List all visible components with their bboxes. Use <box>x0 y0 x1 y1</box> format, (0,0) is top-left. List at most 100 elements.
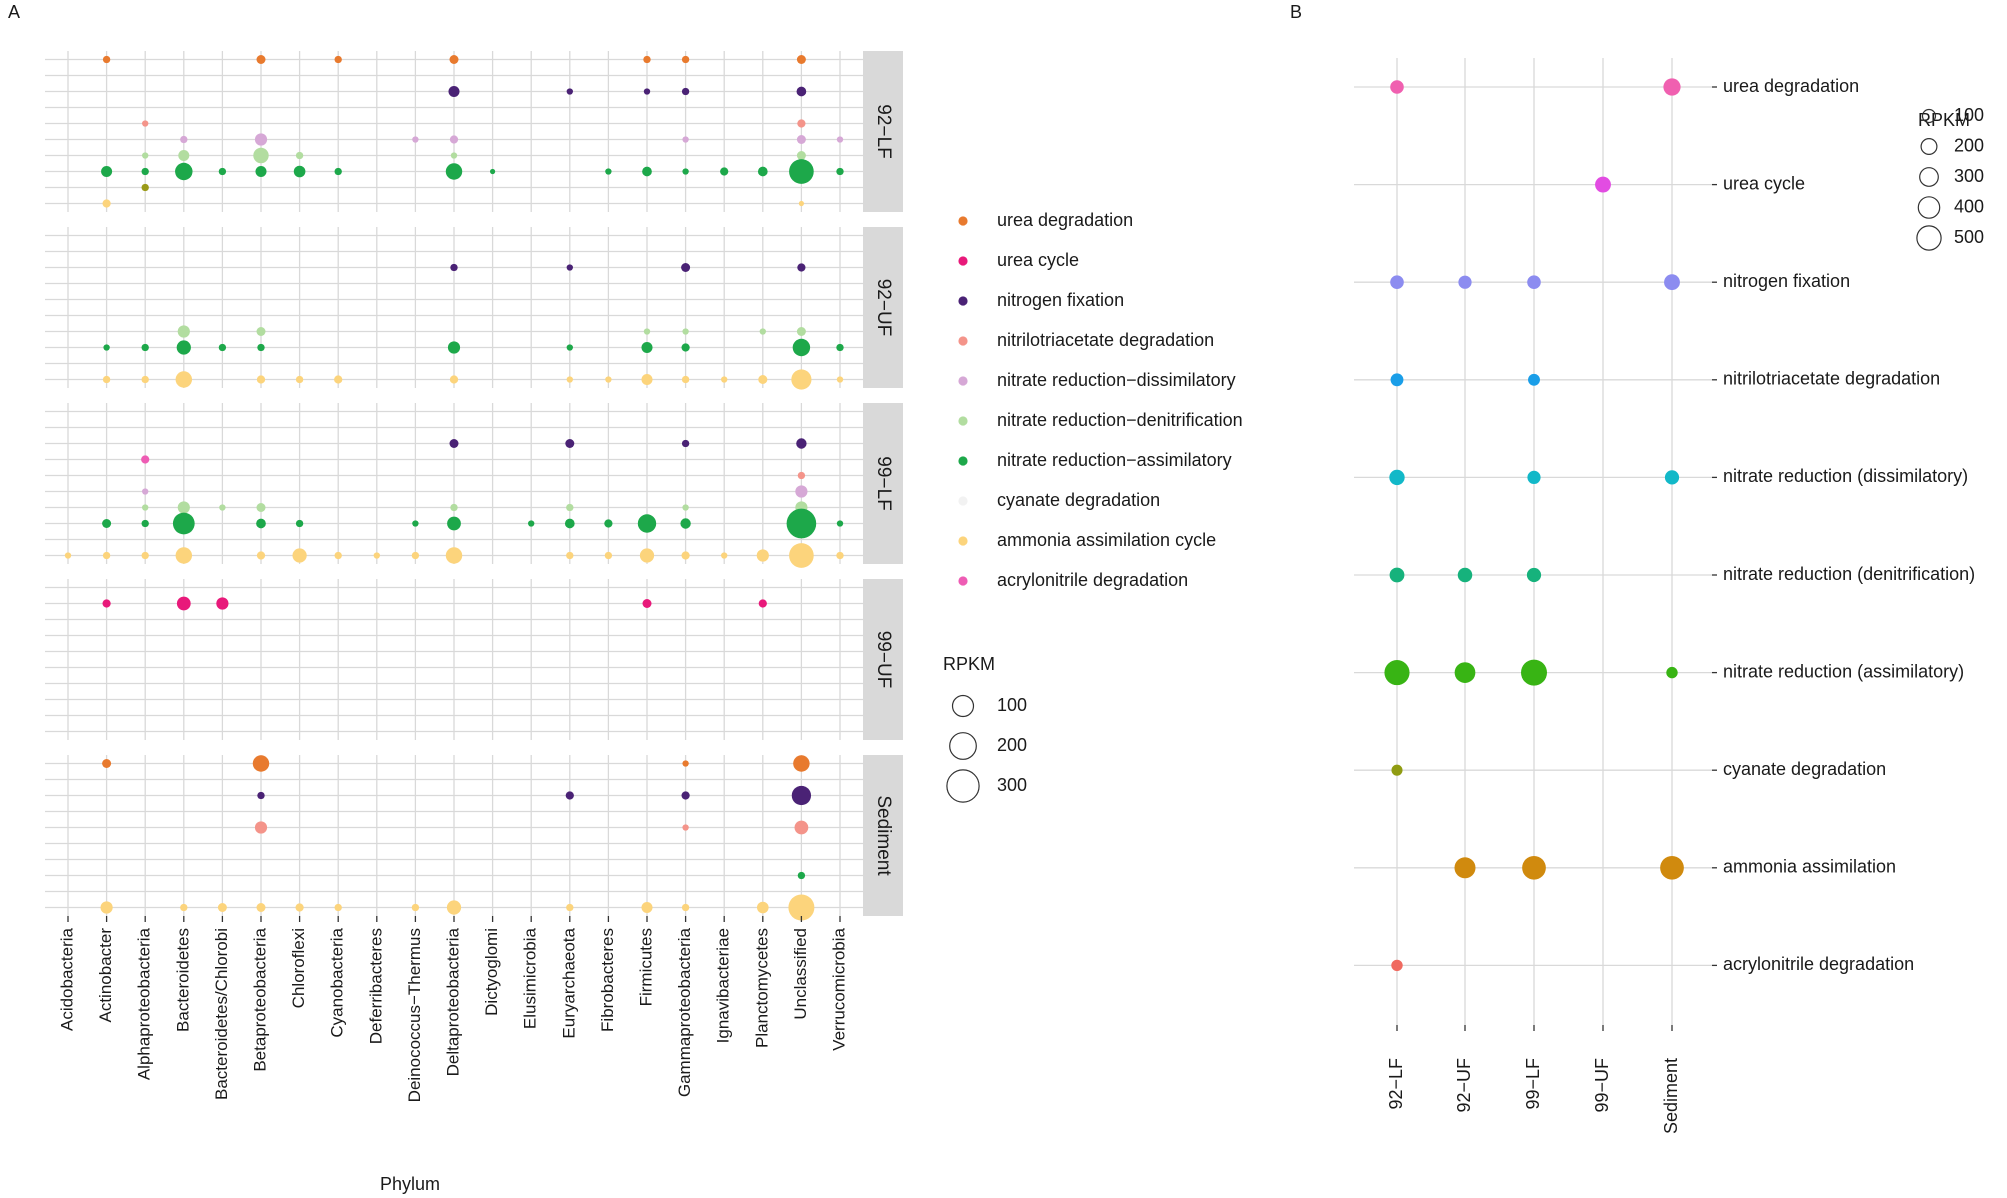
point-99-lf-alphaproteobacteria-ammonia-assimilation-cycle <box>141 551 149 560</box>
point-92-lf-alphaproteobacteria-nitrate-reduction-denitrification <box>142 152 149 159</box>
point-99-lf-nitrogen-fixation <box>1527 275 1541 289</box>
point-92-lf-alphaproteobacteria-nitrate-reduction-assimilatory <box>141 167 149 176</box>
point-92-lf-firmicutes-nitrate-reduction-assimilatory <box>642 166 652 177</box>
point-92-lf-chloroflexi-nitrate-reduction-assimilatory <box>293 165 306 178</box>
panel-a-plot: 92−LF 92−UF 99−LF 99−UF Sediment Acidobacteri… <box>45 51 903 1102</box>
point-99-lf-deltaproteobacteria-nitrate-reduction-assimilatory <box>447 516 461 531</box>
x-tick-label-acidobacteria: Acidobacteria <box>57 927 76 1031</box>
point-92-lf-bacteroidetes-chlorobi-nitrate-reduction-assimilatory <box>218 167 227 176</box>
legend-label: nitrilotriacetate degradation <box>997 330 1214 350</box>
point-99-lf-chloroflexi-nitrate-reduction-assimilatory <box>295 519 304 528</box>
point-99-uf-urea-cycle <box>1595 176 1611 193</box>
legend-label: urea degradation <box>997 210 1133 230</box>
point-99-lf-deltaproteobacteria-nitrate-reduction-denitrification <box>450 503 458 512</box>
size-legend-value: 300 <box>1954 166 1984 186</box>
point-92-uf-alphaproteobacteria-ammonia-assimilation-cycle <box>141 375 149 384</box>
legend-swatch <box>958 416 968 426</box>
facet-strip-99-lf <box>863 403 903 564</box>
point-sediment-chloroflexi-ammonia-assimilation-cycle <box>295 903 304 912</box>
point-92-uf-planctomycetes-ammonia-assimilation-cycle <box>758 375 768 384</box>
y-tick-label-nitrilotriacetate-degradation: nitrilotriacetate degradation <box>1723 369 1940 389</box>
point-99-lf-alphaproteobacteria-nitrate-reduction-denitrification <box>142 504 149 511</box>
point-sediment-cyanobacteria-ammonia-assimilation-cycle <box>334 903 342 912</box>
point-92-lf-gammaproteobacteria-nitrate-reduction-assimilatory <box>682 168 689 175</box>
facet-label: 92−LF <box>873 104 894 158</box>
x-tick-label-92-uf: 92−UF <box>1454 1058 1474 1113</box>
point-92-lf-bacteroidetes-nitrate-reduction-assimilatory <box>175 162 193 181</box>
point-92-lf-unclassified-nitrate-reduction-denitrification <box>796 151 806 160</box>
point-92-uf-ignavibacteriae-ammonia-assimilation-cycle <box>721 376 728 383</box>
point-92-lf-betaproteobacteria-nitrate-reduction-assimilatory <box>255 165 267 178</box>
point-99-lf-actinobacter-ammonia-assimilation-cycle <box>102 551 111 560</box>
point-99-lf-bacteroidetes-nitrate-reduction-denitrification <box>177 501 190 514</box>
point-92-uf-alphaproteobacteria-nitrate-reduction-assimilatory <box>141 343 149 352</box>
point-99-lf-cyanobacteria-ammonia-assimilation-cycle <box>334 551 342 560</box>
x-tick-label-92-lf: 92−LF <box>1386 1058 1406 1110</box>
facet-strip-92-lf <box>863 51 903 212</box>
point-92-lf-urea-degradation <box>1390 80 1404 94</box>
point-92-lf-unclassified-urea-degradation <box>796 55 806 64</box>
point-92-lf-alphaproteobacteria-nitrilotriacetate-degradation <box>142 120 149 127</box>
size-legend-value: 200 <box>1954 135 1984 155</box>
y-tick-label-nitrate-reduction-assimilatory: nitrate reduction (assimilatory) <box>1723 661 1964 681</box>
legend-item-cyanate-degradation: cyanate degradation <box>958 490 1160 510</box>
point-sediment-betaproteobacteria-urea-degradation <box>252 755 270 772</box>
point-92-lf-nitrate-reduction-dissimilatory <box>1389 469 1405 486</box>
point-99-lf-fibrobacteres-nitrate-reduction-assimilatory <box>604 519 613 528</box>
x-tick-label-cyanobacteria: Cyanobacteria <box>328 927 347 1037</box>
y-tick-label-nitrate-reduction-dissimilatory: nitrate reduction (dissimilatory) <box>1723 466 1968 486</box>
point-99-lf-unclassified-nitrogen-fixation <box>796 438 807 449</box>
facet-strip-99-uf <box>863 579 903 740</box>
point-99-lf-ammonia-assimilation <box>1522 855 1546 880</box>
size-legend-circle <box>1921 108 1937 124</box>
point-99-lf-bacteroidetes-chlorobi-nitrate-reduction-denitrification <box>219 504 226 511</box>
legend-item-nitrilotriacetate-degradation: nitrilotriacetate degradation <box>958 330 1214 350</box>
facet-92-uf: 92−UF <box>45 227 903 388</box>
point-92-uf-gammaproteobacteria-ammonia-assimilation-cycle <box>681 375 690 384</box>
point-99-lf-unclassified-nitrilotriacetate-degradation <box>797 471 806 480</box>
point-92-uf-nitrate-reduction-assimilatory <box>1454 662 1476 683</box>
point-99-uf-planctomycetes-urea-cycle <box>758 599 767 608</box>
point-99-lf-alphaproteobacteria-nitrate-reduction-dissimilatory <box>142 488 149 495</box>
size-legend-circle <box>1917 196 1941 219</box>
point-92-lf-bacteroidetes-nitrate-reduction-denitrification <box>178 149 190 162</box>
legend-item-urea-degradation: urea degradation <box>958 210 1133 230</box>
point-sediment-deltaproteobacteria-ammonia-assimilation-cycle <box>446 900 462 915</box>
point-99-lf-unclassified-nitrate-reduction-dissimilatory <box>795 485 808 498</box>
point-92-lf-cyanobacteria-nitrate-reduction-assimilatory <box>334 167 342 176</box>
point-92-uf-firmicutes-nitrate-reduction-denitrification <box>643 328 651 335</box>
legend-label: acrylonitrile degradation <box>997 570 1188 590</box>
point-99-lf-gammaproteobacteria-ammonia-assimilation-cycle <box>681 551 690 560</box>
point-92-lf-gammaproteobacteria-nitrate-reduction-dissimilatory <box>682 136 689 143</box>
x-tick-label-bacteroidetes: Bacteroidetes <box>173 928 192 1032</box>
x-tick-label-chloroflexi: Chloroflexi <box>289 928 308 1008</box>
point-92-lf-cyanate-degradation <box>1391 764 1403 776</box>
point-92-lf-deltaproteobacteria-nitrate-reduction-denitrification <box>450 152 458 159</box>
point-99-lf-verrucomicrobia-nitrate-reduction-assimilatory <box>836 520 844 527</box>
legend-item-nitrate-reduction-denitrification: nitrate reduction−denitrification <box>958 410 1243 430</box>
point-99-lf-alphaproteobacteria-nitrate-reduction-assimilatory <box>141 519 149 528</box>
point-92-lf-verrucomicrobia-nitrate-reduction-assimilatory <box>836 167 844 176</box>
point-99-lf-euryarchaeota-nitrogen-fixation <box>565 439 575 448</box>
point-92-uf-actinobacter-nitrate-reduction-assimilatory <box>103 344 110 351</box>
x-tick-label-fibrobacteres: Fibrobacteres <box>598 928 617 1032</box>
legend-label: urea cycle <box>997 250 1079 270</box>
point-92-uf-bacteroidetes-nitrate-reduction-denitrification <box>177 325 190 338</box>
x-tick-label-bacteroidetes-chlorobi: Bacteroidetes/Chlorobi <box>212 928 231 1100</box>
point-sediment-gammaproteobacteria-urea-degradation <box>682 760 689 767</box>
point-99-lf-deltaproteobacteria-nitrogen-fixation <box>449 439 459 448</box>
point-sediment-betaproteobacteria-nitrogen-fixation <box>257 791 265 800</box>
panel-a-label: A <box>8 2 20 22</box>
point-92-uf-deltaproteobacteria-nitrogen-fixation <box>450 263 458 272</box>
point-92-uf-bacteroidetes-chlorobi-nitrate-reduction-assimilatory <box>218 343 227 352</box>
point-92-lf-gammaproteobacteria-nitrogen-fixation <box>681 87 690 96</box>
x-tick-label-sediment: Sediment <box>1661 1058 1681 1134</box>
size-legend-circle <box>1916 225 1942 251</box>
size-legend-value: 200 <box>997 735 1027 755</box>
point-92-lf-unclassified-ammonia-assimilation-cycle <box>798 200 805 207</box>
point-92-lf-deltaproteobacteria-nitrate-reduction-assimilatory <box>445 163 463 180</box>
panel-b-size-legend-title: RPKM <box>1918 110 1970 130</box>
legend-label: nitrate reduction−dissimilatory <box>997 370 1236 390</box>
point-99-lf-unclassified-ammonia-assimilation-cycle <box>789 543 814 568</box>
facet-strip-sediment <box>863 755 903 916</box>
